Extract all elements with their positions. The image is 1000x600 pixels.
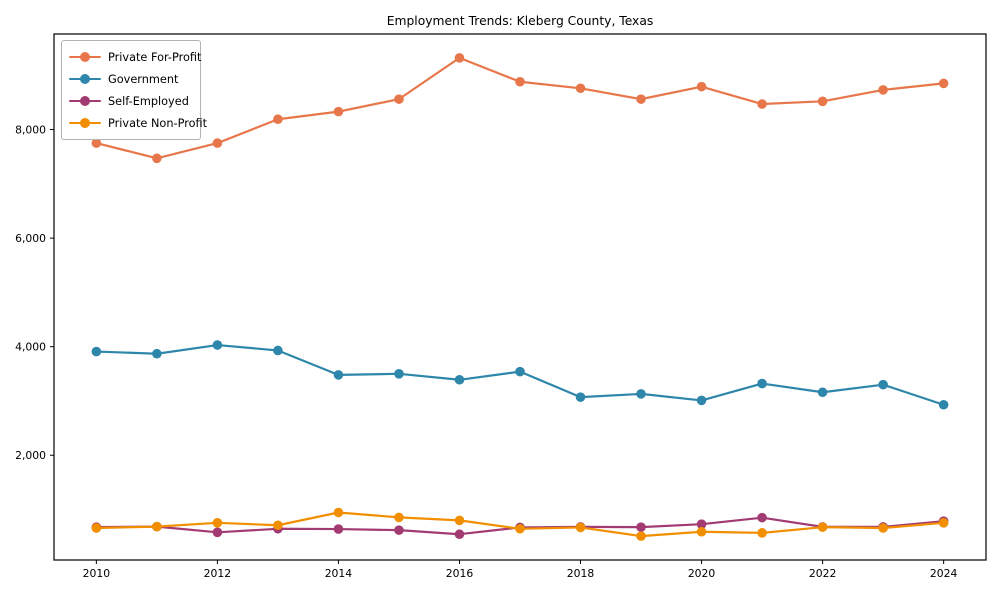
data-point-self-employed [757, 512, 767, 523]
series-line-private-for-profit [95, 56, 945, 160]
data-point-private-for-profit [817, 96, 828, 107]
data-point-private-for-profit [394, 94, 404, 104]
data-point-private-for-profit [333, 106, 344, 117]
legend-dot-icon [80, 96, 90, 106]
data-point-self-employed [636, 522, 646, 532]
legend-marker-icon [69, 95, 101, 107]
data-point-private-for-profit [212, 138, 223, 148]
data-point-private-non-profit [152, 521, 162, 532]
x-tick-label: 2022 [809, 567, 836, 580]
legend-label: Government [108, 72, 179, 86]
data-point-private-for-profit [152, 153, 162, 164]
data-point-private-for-profit [515, 76, 525, 87]
data-point-private-for-profit [454, 53, 465, 63]
data-point-self-employed [454, 529, 465, 540]
data-point-government [91, 346, 102, 357]
legend-label: Self-Employed [108, 94, 189, 108]
legend-item-self-employed: Self-Employed [69, 90, 192, 112]
data-point-government [394, 369, 404, 379]
legend-label: Private For-Profit [108, 50, 202, 64]
data-point-private-non-profit [938, 518, 949, 528]
data-point-government [152, 348, 162, 359]
x-tick-label: 2020 [688, 567, 716, 580]
data-point-private-non-profit [333, 507, 344, 518]
data-point-government [333, 370, 344, 380]
data-point-government [636, 389, 646, 399]
data-point-private-for-profit [878, 85, 888, 95]
data-point-private-non-profit [273, 520, 283, 531]
data-point-private-non-profit [212, 518, 223, 528]
data-point-private-for-profit [575, 83, 586, 94]
data-point-private-for-profit [757, 99, 767, 109]
plot-border [53, 33, 987, 561]
data-point-private-non-profit [91, 523, 102, 533]
data-point-government [938, 399, 949, 410]
data-point-private-non-profit [454, 515, 465, 526]
y-tick-label: 6,000 [15, 232, 46, 245]
data-point-private-for-profit [636, 94, 646, 104]
data-point-self-employed [696, 519, 707, 529]
data-point-government [575, 392, 586, 402]
data-point-private-for-profit [696, 81, 707, 92]
data-point-government [878, 379, 888, 390]
legend-item-government: Government [69, 68, 192, 90]
y-tick-label: 4,000 [15, 340, 46, 353]
data-point-private-non-profit [575, 522, 586, 533]
data-point-private-non-profit [515, 523, 525, 534]
data-point-government [454, 374, 465, 385]
data-point-private-for-profit [938, 78, 949, 89]
legend: Private For-Profit Government Self-Employe… [61, 40, 207, 140]
legend-label: Private Non-Profit [108, 116, 208, 130]
data-point-self-employed [333, 524, 344, 534]
data-point-self-employed [212, 527, 223, 538]
x-tick-label: 2010 [83, 567, 111, 580]
legend-marker-icon [69, 51, 101, 63]
data-point-private-non-profit [757, 528, 767, 538]
data-point-government [696, 395, 707, 406]
legend-marker-icon [69, 73, 101, 85]
y-tick-label: 2,000 [15, 449, 46, 462]
data-point-self-employed [394, 525, 404, 535]
x-tick-label: 2018 [567, 567, 595, 580]
data-point-government [515, 366, 525, 377]
legend-dot-icon [80, 118, 90, 128]
y-tick-label: 8,000 [15, 123, 46, 136]
x-tick-label: 2014 [325, 567, 353, 580]
data-point-government [757, 378, 767, 389]
chart-title: Employment Trends: Kleberg County, Texas [386, 14, 654, 28]
x-tick-label: 2012 [204, 567, 231, 580]
legend-item-private-non-profit: Private Non-Profit [69, 112, 207, 134]
data-point-government [817, 387, 828, 398]
data-point-private-for-profit [273, 114, 283, 125]
legend-dot-icon [80, 52, 90, 62]
legend-dot-icon [80, 74, 90, 84]
data-point-private-non-profit [817, 522, 828, 532]
data-point-private-non-profit [696, 526, 707, 537]
x-tick-label: 2016 [446, 567, 474, 580]
x-tick-label: 2024 [930, 567, 958, 580]
data-point-private-non-profit [636, 531, 646, 541]
data-point-government [212, 340, 223, 350]
data-point-private-for-profit [91, 138, 102, 148]
legend-marker-icon [69, 117, 101, 129]
data-point-private-non-profit [394, 512, 404, 523]
legend-item-private-for-profit: Private For-Profit [69, 46, 201, 68]
data-point-private-non-profit [878, 523, 888, 533]
data-point-government [273, 345, 283, 356]
